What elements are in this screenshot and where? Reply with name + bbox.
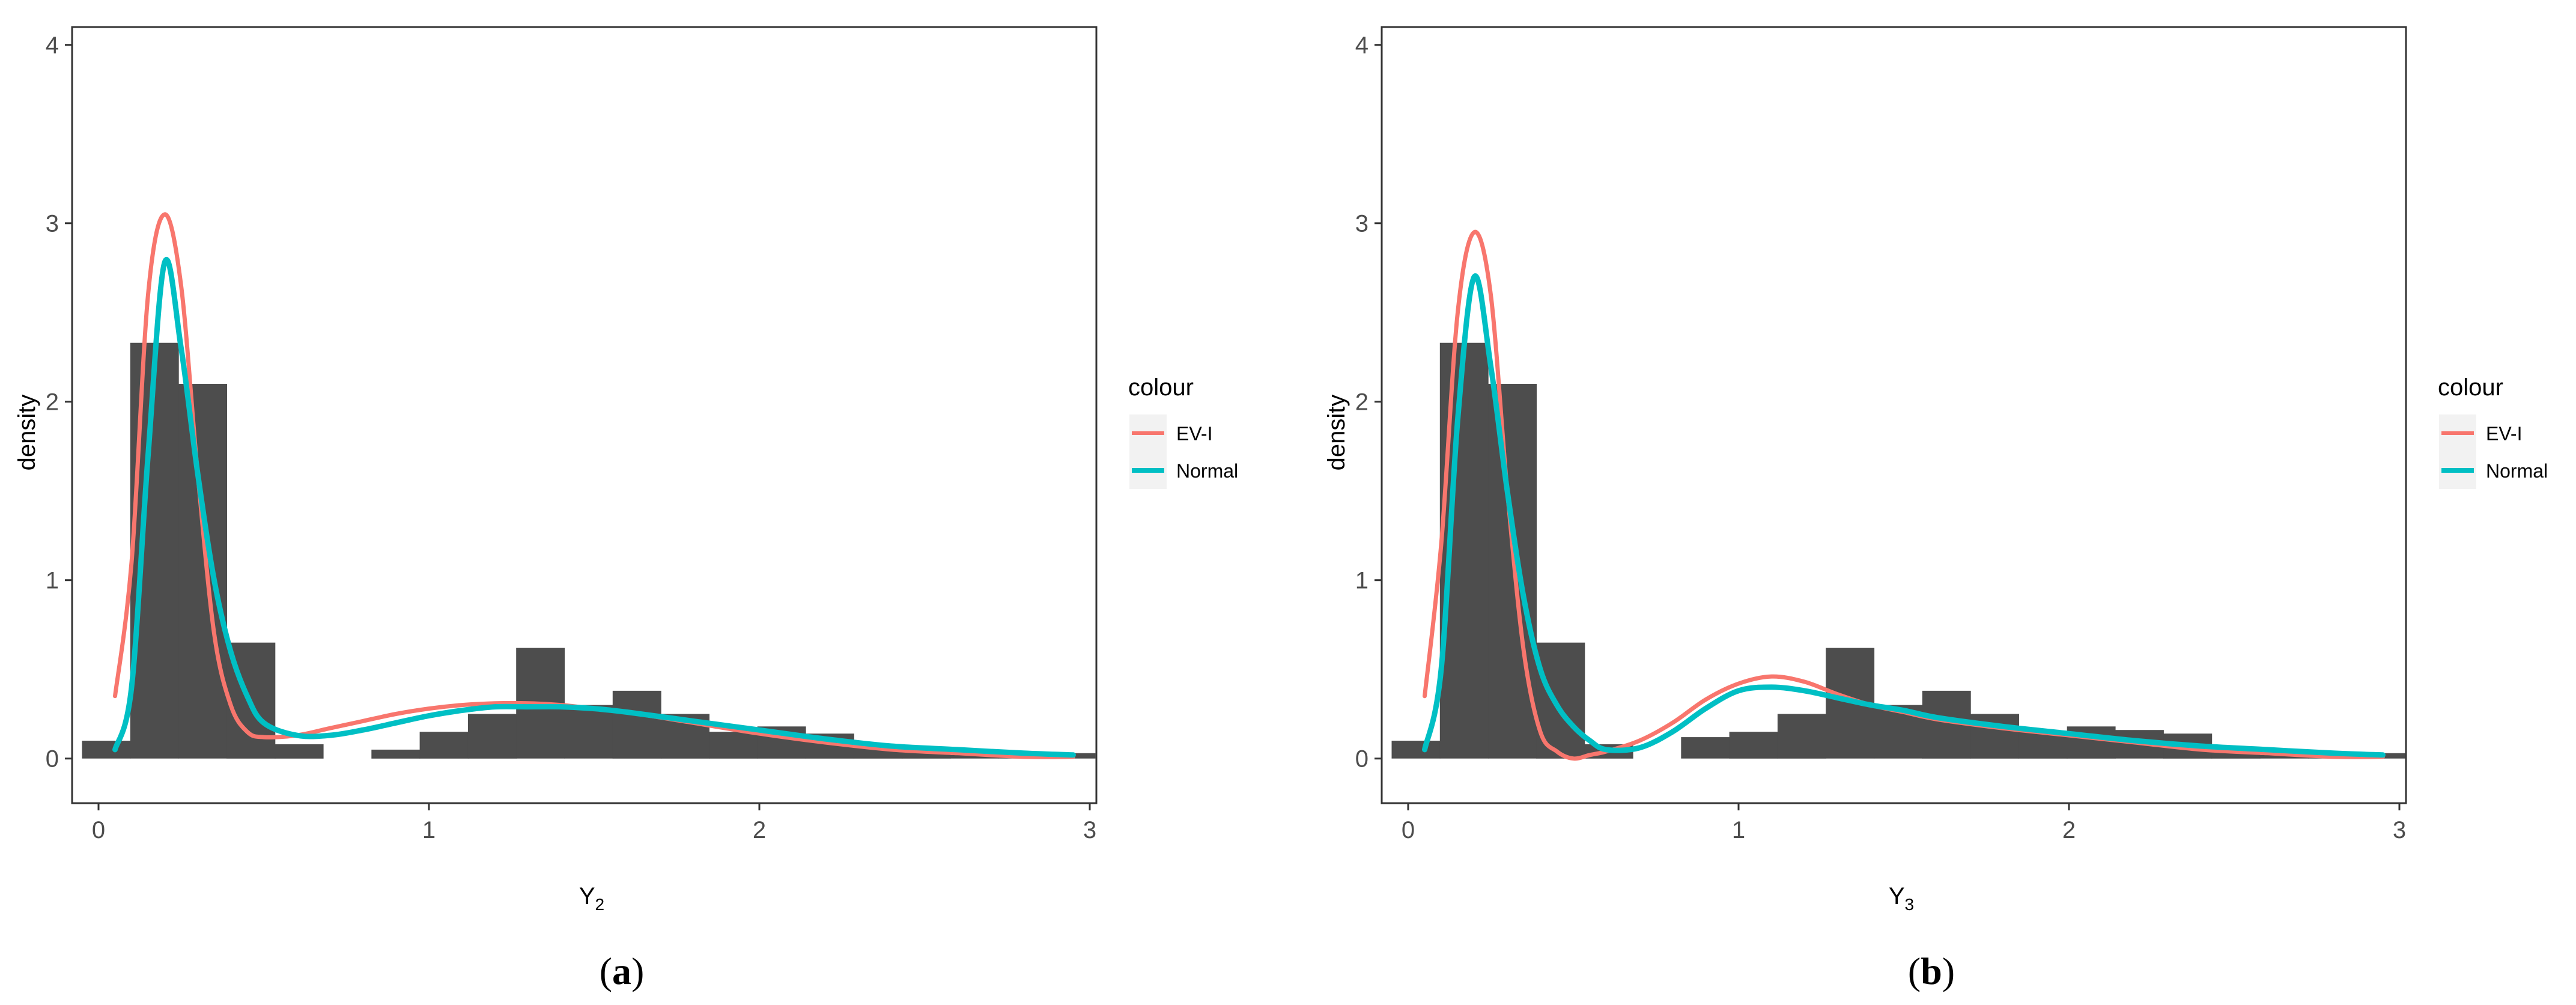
histogram-bar — [82, 741, 131, 759]
x-tick-label: 3 — [1083, 817, 1096, 843]
legend-b-title: colour — [2438, 374, 2503, 401]
histogram-bar — [467, 714, 517, 759]
histogram-bar — [564, 705, 613, 759]
x-axis-title-a-sub: 2 — [595, 895, 605, 914]
x-axis-ticks-b: 0 1 2 3 — [1402, 803, 2406, 843]
legend-a-title: colour — [1128, 374, 1194, 401]
x-axis-title-a-main: Y — [579, 883, 595, 909]
histogram-bar — [1777, 714, 1826, 759]
density-curves-a — [112, 212, 1076, 759]
density-line-ev1 — [113, 212, 1075, 759]
y-tick-label: 2 — [1355, 389, 1368, 416]
histogram-bar — [178, 384, 227, 759]
histogram-bar — [2211, 751, 2261, 759]
y-tick-label: 2 — [46, 389, 59, 416]
x-axis-title-b-main: Y — [1889, 883, 1905, 909]
density-curves-b — [1422, 229, 2386, 761]
legend-a-label-ev1: EV-I — [1176, 423, 1212, 445]
density-line-normal — [1422, 273, 2386, 758]
histogram-bar — [950, 755, 999, 759]
histogram-bar — [1681, 737, 1730, 759]
histogram-bar — [2259, 755, 2309, 759]
legend-b: colour EV-I Normal — [2438, 374, 2548, 489]
histogram-bar — [275, 744, 324, 759]
x-tick-label: 2 — [2062, 817, 2076, 843]
y-tick-label: 4 — [46, 32, 59, 59]
histogram-bar — [419, 732, 469, 759]
histogram-bar — [612, 690, 661, 759]
y-tick-label: 1 — [46, 568, 59, 594]
density-line-normal — [112, 257, 1076, 758]
y-tick-label: 1 — [1355, 568, 1368, 594]
panel-label-a-letter: a — [612, 950, 631, 992]
y-axis-ticks-b: 0 1 2 3 4 — [1355, 32, 1382, 773]
x-tick-label: 1 — [422, 817, 436, 843]
legend-a: colour EV-I Normal — [1128, 374, 1238, 489]
y-axis-title-b: density — [1323, 395, 1350, 471]
panel-label-b: (b) — [1908, 950, 1955, 992]
y-tick-label: 4 — [1355, 32, 1368, 59]
x-axis-title-b-sub: 3 — [1905, 895, 1915, 914]
x-axis-title-a: Y2 — [579, 883, 604, 914]
y-tick-label: 3 — [46, 211, 59, 237]
x-axis-title-b: Y3 — [1889, 883, 1914, 914]
y-tick-label: 0 — [46, 746, 59, 773]
legend-b-label-ev1: EV-I — [2486, 423, 2522, 445]
x-tick-label: 0 — [1402, 817, 1415, 843]
x-tick-label: 1 — [1732, 817, 1745, 843]
histogram-bar — [1488, 384, 1537, 759]
panel-label-b-letter: b — [1921, 950, 1942, 992]
x-axis-ticks-a: 0 1 2 3 — [92, 803, 1096, 843]
y-tick-label: 3 — [1355, 211, 1368, 237]
histogram-bar — [2067, 726, 2116, 759]
histogram-bar — [371, 749, 421, 759]
histogram-bar — [1391, 741, 1441, 759]
y-axis-ticks-a: 0 1 2 3 4 — [46, 32, 72, 773]
x-tick-label: 3 — [2393, 817, 2406, 843]
histogram-bar — [1729, 732, 1778, 759]
panel-label-a: (a) — [600, 950, 645, 992]
x-tick-label: 0 — [92, 817, 105, 843]
histogram-bar — [709, 732, 758, 759]
legend-a-label-normal: Normal — [1176, 460, 1238, 482]
y-axis-title-a: density — [14, 395, 40, 471]
x-tick-label: 2 — [753, 817, 766, 843]
y-tick-label: 0 — [1355, 746, 1368, 773]
histogram-bar — [130, 342, 179, 759]
legend-b-label-normal: Normal — [2486, 460, 2548, 482]
histogram-bar — [902, 751, 951, 759]
